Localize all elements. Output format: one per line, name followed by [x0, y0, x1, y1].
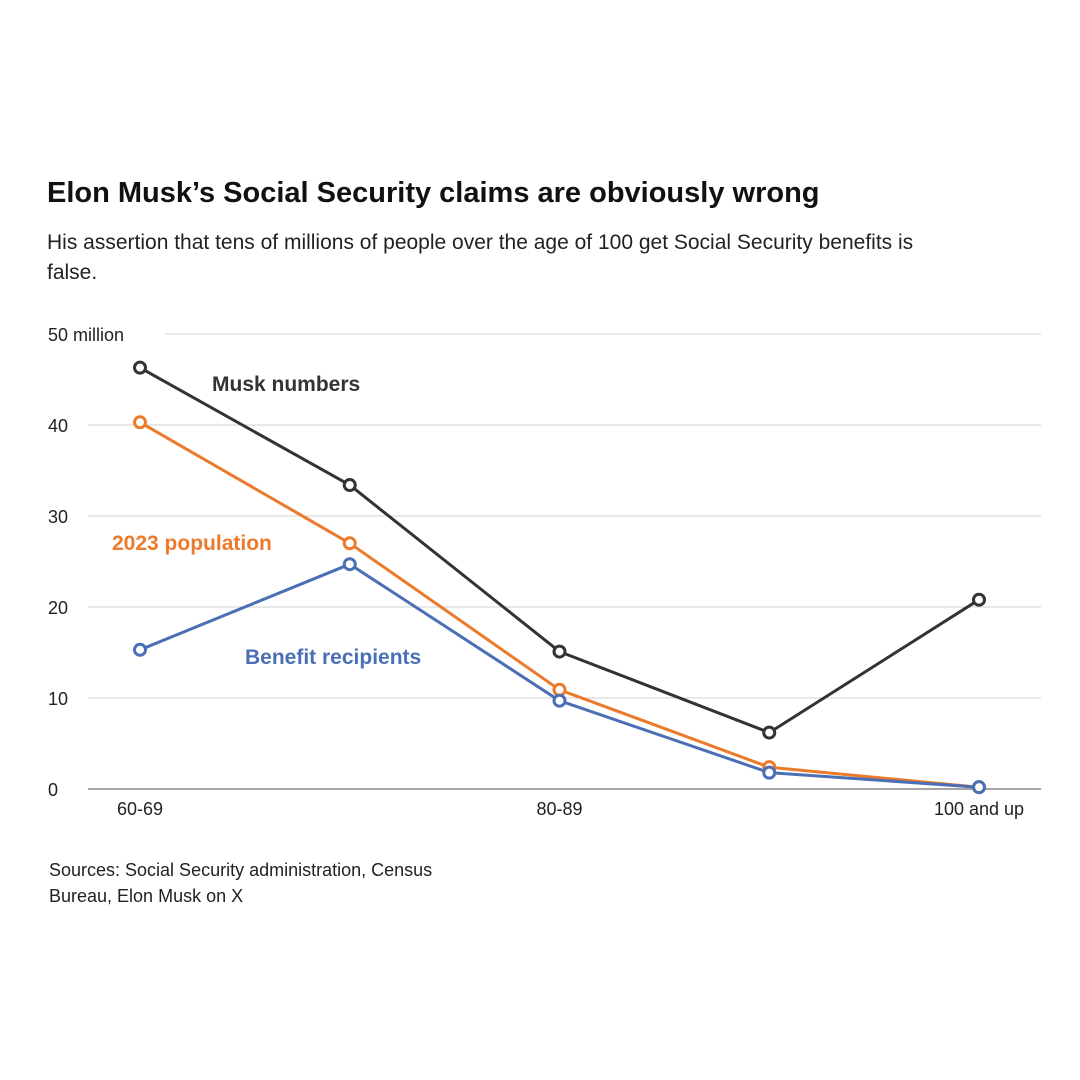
chart-subtitle: His assertion that tens of millions of p… [47, 231, 914, 284]
musk-numbers-label: Musk numbers [212, 373, 360, 396]
series-labels: Musk numbers 2023 population Benefit recip… [112, 373, 421, 669]
source-note: Sources: Social Security administration,… [49, 860, 433, 906]
y-tick-label: 20 [48, 598, 68, 618]
gridlines [88, 333, 1041, 790]
y-tick-label: 30 [48, 507, 68, 527]
2023-population-point [552, 682, 567, 697]
x-axis-tick-labels: 60-69 80-89 100 and up [117, 799, 1024, 819]
x-tick-label: 80-89 [536, 799, 582, 819]
chart-title: Elon Musk’s Social Security claims are o… [47, 177, 820, 209]
benefit-recipients-point [342, 557, 357, 572]
x-tick-label: 100 and up [934, 799, 1024, 819]
benefit-recipients-point [762, 765, 777, 780]
musk-numbers-point [133, 360, 147, 375]
benefit-recipients-point [552, 693, 567, 708]
series-points [133, 360, 986, 795]
musk-numbers-point [972, 592, 986, 607]
musk-numbers-point [342, 478, 357, 493]
y-tick-label: 40 [48, 416, 68, 436]
y-tick-label: 50 million [48, 325, 124, 345]
y-tick-label: 0 [48, 780, 58, 800]
2023-population-label: 2023 population [112, 532, 272, 555]
musk-numbers-point [762, 725, 777, 740]
benefit-recipients-line [138, 562, 981, 789]
benefit-recipients-point [972, 780, 986, 795]
y-axis-tick-labels: 0 10 20 30 40 50 million [48, 325, 124, 800]
2023-population-point [133, 415, 147, 430]
2023-population-line [138, 420, 981, 789]
series-lines [138, 366, 981, 789]
2023-population-point [342, 536, 357, 551]
musk-numbers-point [552, 644, 567, 659]
benefit-recipients-point [133, 642, 147, 657]
benefit-recipients-label: Benefit recipients [245, 646, 421, 669]
y-tick-label: 10 [48, 689, 68, 709]
x-tick-label: 60-69 [117, 799, 163, 819]
